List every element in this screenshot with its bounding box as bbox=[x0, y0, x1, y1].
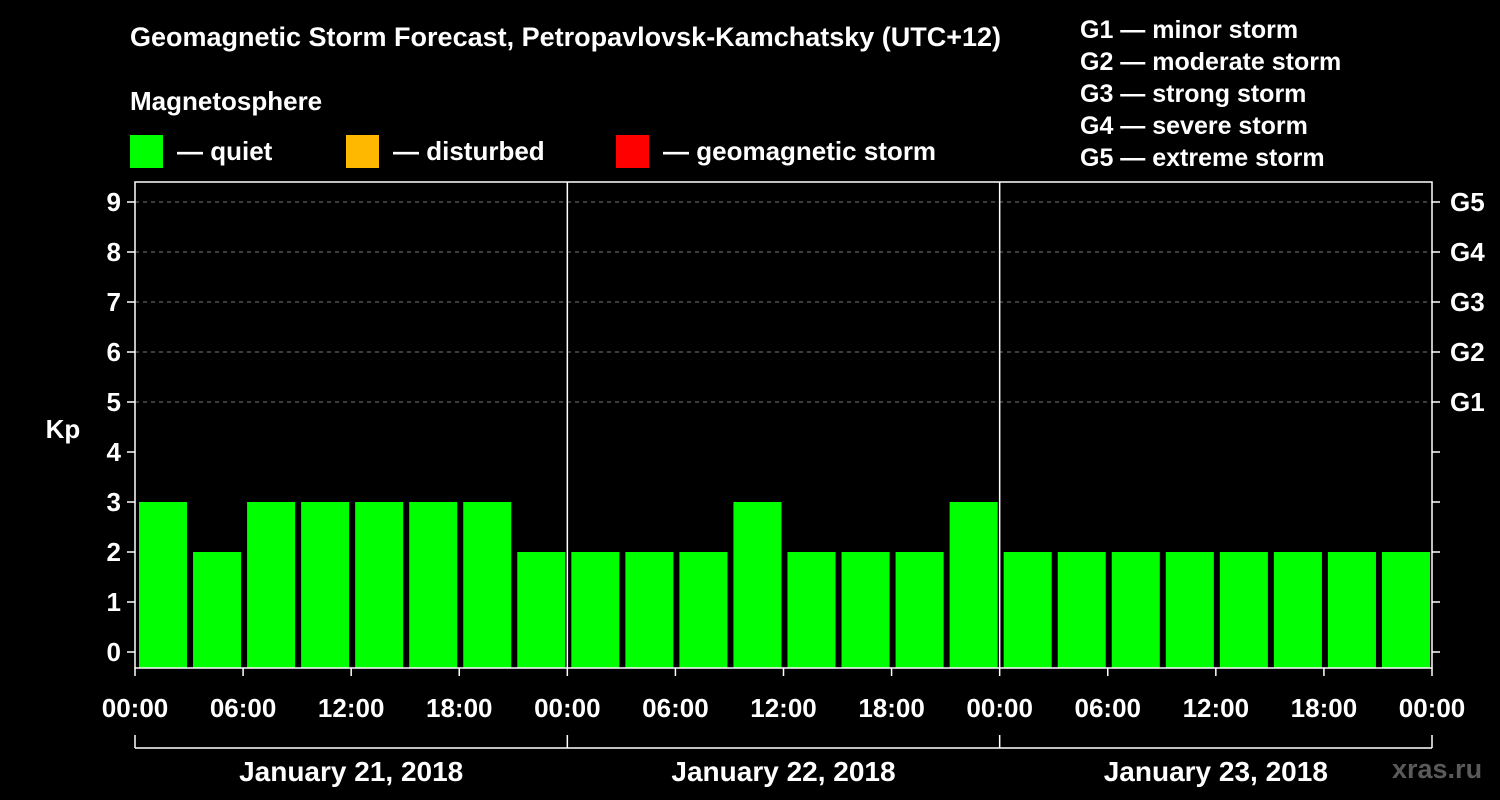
g-scale-label-G2: G2 bbox=[1450, 337, 1485, 367]
kp-bar-7 bbox=[517, 552, 566, 668]
x-tick-label-12: 00:00 bbox=[1399, 693, 1466, 723]
y-tick-label-1: 1 bbox=[107, 587, 121, 617]
kp-bar-16 bbox=[1003, 552, 1052, 668]
chart-title: Geomagnetic Storm Forecast, Petropavlovs… bbox=[130, 22, 1002, 52]
day-label-2: January 23, 2018 bbox=[1104, 756, 1328, 787]
x-tick-label-10: 12:00 bbox=[1183, 693, 1250, 723]
storm-scale-g4: G4 — severe storm bbox=[1080, 112, 1308, 140]
storm-scale-g3: G3 — strong storm bbox=[1080, 80, 1307, 108]
x-tick-label-8: 00:00 bbox=[966, 693, 1033, 723]
y-axis-label: Kp bbox=[46, 414, 81, 444]
kp-bar-15 bbox=[949, 502, 998, 668]
g-scale-label-G3: G3 bbox=[1450, 287, 1485, 317]
storm-scale-legend: G1 — minor storm G2 — moderate storm G3 … bbox=[1080, 14, 1341, 174]
kp-bar-2 bbox=[247, 502, 296, 668]
x-tick-label-11: 18:00 bbox=[1291, 693, 1358, 723]
kp-bar-0 bbox=[139, 502, 188, 668]
kp-bar-23 bbox=[1381, 552, 1430, 668]
kp-bar-18 bbox=[1111, 552, 1160, 668]
kp-bar-17 bbox=[1057, 552, 1106, 668]
kp-bar-10 bbox=[679, 552, 728, 668]
legend-label-storm: — geomagnetic storm bbox=[663, 135, 937, 166]
y-tick-label-9: 9 bbox=[107, 187, 121, 217]
y-tick-label-0: 0 bbox=[107, 637, 121, 667]
x-tick-label-2: 12:00 bbox=[318, 693, 385, 723]
x-tick-label-5: 06:00 bbox=[642, 693, 709, 723]
day-label-0: January 21, 2018 bbox=[239, 756, 463, 787]
y-tick-label-8: 8 bbox=[107, 237, 121, 267]
kp-bar-22 bbox=[1327, 552, 1376, 668]
day-label-1: January 22, 2018 bbox=[671, 756, 895, 787]
legend-label-quiet: — quiet bbox=[177, 135, 273, 166]
legend-item-storm: — geomagnetic storm bbox=[616, 134, 936, 168]
x-tick-label-1: 06:00 bbox=[210, 693, 277, 723]
kp-bar-20 bbox=[1219, 552, 1268, 668]
kp-bar-11 bbox=[733, 502, 782, 668]
kp-bar-4 bbox=[355, 502, 404, 668]
kp-bar-9 bbox=[625, 552, 674, 668]
y-tick-label-5: 5 bbox=[107, 387, 121, 417]
x-tick-label-9: 06:00 bbox=[1075, 693, 1142, 723]
y-tick-label-4: 4 bbox=[107, 437, 122, 467]
storm-scale-g5: G5 — extreme storm bbox=[1080, 144, 1325, 172]
legend-item-disturbed: — disturbed bbox=[346, 134, 545, 168]
legend-title: Magnetosphere bbox=[130, 86, 323, 116]
kp-bar-13 bbox=[841, 552, 890, 668]
y-tick-label-6: 6 bbox=[107, 337, 121, 367]
y-tick-label-2: 2 bbox=[107, 537, 121, 567]
kp-bar-12 bbox=[787, 552, 836, 668]
y-tick-label-7: 7 bbox=[107, 287, 121, 317]
kp-bar-5 bbox=[409, 502, 458, 668]
g-scale-label-G1: G1 bbox=[1450, 387, 1485, 417]
x-tick-label-6: 12:00 bbox=[750, 693, 817, 723]
legend-item-quiet: — quiet bbox=[130, 134, 272, 168]
g-scale-label-G4: G4 bbox=[1450, 237, 1485, 267]
kp-bar-3 bbox=[301, 502, 350, 668]
legend-label-disturbed: — disturbed bbox=[393, 135, 545, 166]
x-tick-label-0: 00:00 bbox=[102, 693, 169, 723]
storm-scale-g2: G2 — moderate storm bbox=[1080, 48, 1342, 76]
x-tick-label-4: 00:00 bbox=[534, 693, 601, 723]
kp-bar-6 bbox=[463, 502, 512, 668]
kp-bar-1 bbox=[193, 552, 242, 668]
kp-bar-14 bbox=[895, 552, 944, 668]
x-tick-label-7: 18:00 bbox=[858, 693, 925, 723]
kp-bar-19 bbox=[1165, 552, 1214, 668]
kp-bar-21 bbox=[1273, 552, 1322, 668]
kp-bar-8 bbox=[571, 552, 620, 668]
legend-swatch-storm bbox=[616, 134, 649, 168]
y-tick-label-3: 3 bbox=[107, 487, 121, 517]
g-scale-label-G5: G5 bbox=[1450, 187, 1485, 217]
x-tick-label-3: 18:00 bbox=[426, 693, 493, 723]
legend-swatch-quiet bbox=[130, 134, 163, 168]
storm-scale-g1: G1 — minor storm bbox=[1080, 16, 1299, 44]
legend-swatch-disturbed bbox=[346, 134, 379, 168]
watermark: xras.ru bbox=[1392, 754, 1483, 784]
